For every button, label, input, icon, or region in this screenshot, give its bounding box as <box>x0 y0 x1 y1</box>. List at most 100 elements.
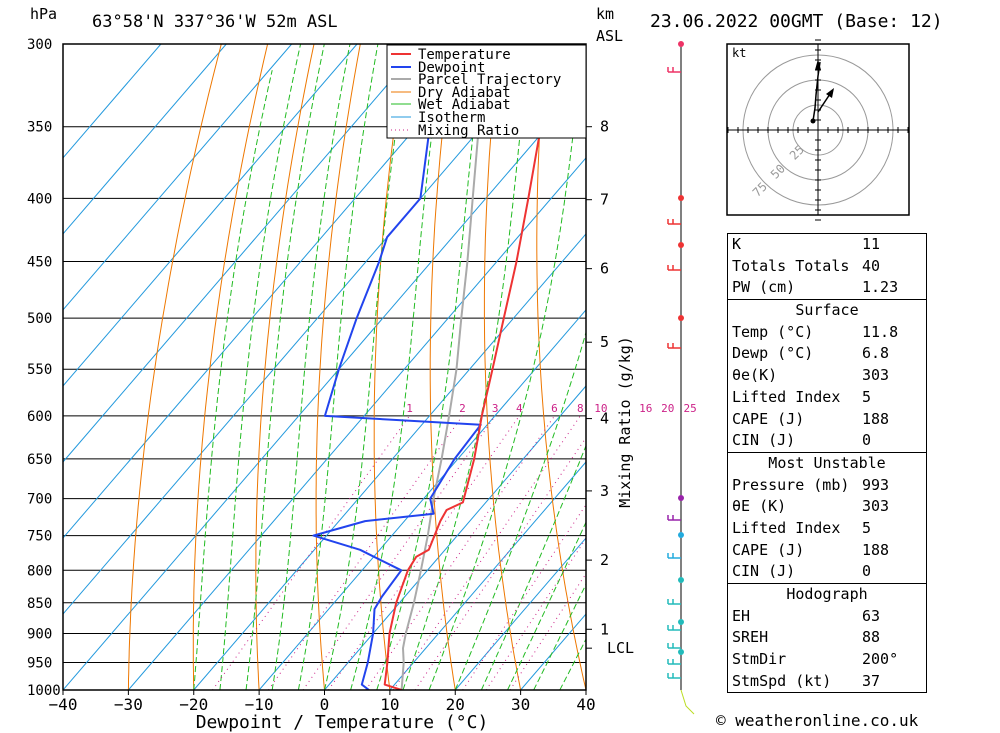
x-tick-label: −30 <box>114 695 143 714</box>
mixing-ratio-axis-title: Mixing Ratio (g/kg) <box>616 336 634 508</box>
x-tick-label: −20 <box>179 695 208 714</box>
surface-cin-row: CIN (J) 0 <box>728 430 926 452</box>
isotherm <box>63 44 162 159</box>
mu-pressure-row: Pressure (mb) 993 <box>728 475 926 497</box>
mixing-ratio-label-10: 10 <box>594 402 607 415</box>
mu-cin-label: CIN (J) <box>732 562 796 581</box>
pressure-tick-750: 750 <box>27 529 52 545</box>
dry-adiabat <box>483 44 522 690</box>
copyright[interactable]: © weatheronline.co.uk <box>716 711 919 730</box>
isotherm <box>258 309 586 690</box>
legend-wet-adiabat: Wet Adiabat <box>418 97 511 113</box>
mixing-ratio-label-2: 2 <box>459 402 466 415</box>
surface-dewp-label: Dewp (°C) <box>732 344 814 363</box>
mixing-ratio-label-8: 8 <box>577 402 584 415</box>
mu-cin-value: 0 <box>862 562 872 581</box>
hodograph: kt 25 50 75 <box>726 39 910 221</box>
surface-temp-label: Temp (°C) <box>732 322 814 341</box>
dry-adiabat <box>127 44 222 690</box>
x-tick-label: 0 <box>320 695 330 714</box>
isotherm <box>389 461 586 690</box>
mu-li-row: Lifted Index 5 <box>728 518 926 540</box>
wet-adiabat <box>533 583 586 690</box>
surface-cape-label: CAPE (J) <box>732 409 805 428</box>
dry-adiabat <box>917 44 1000 690</box>
mu-cape-row: CAPE (J) 188 <box>728 540 926 562</box>
mu-pressure-label: Pressure (mb) <box>732 475 850 494</box>
temperature-line <box>383 44 561 690</box>
pw-value: 1.23 <box>862 278 899 297</box>
isotherm <box>324 385 586 690</box>
eh-value: 63 <box>862 606 881 625</box>
surface-cape-value: 188 <box>862 409 890 428</box>
km-tick-8: 8 <box>600 118 609 136</box>
sreh-label: SREH <box>732 628 769 647</box>
dry-adiabat <box>637 44 717 690</box>
km-tick-4: 4 <box>600 410 609 428</box>
pressure-tick-300: 300 <box>27 37 52 53</box>
km-tick-6: 6 <box>600 260 609 278</box>
legend: Temperature Dewpoint Parcel Trajectory D… <box>386 44 587 139</box>
dry-adiabat <box>429 44 456 690</box>
isotherm <box>63 44 423 463</box>
pressure-tick-800: 800 <box>27 563 52 579</box>
indices-panel: K 11 Totals Totals 40 PW (cm) 1.23 Surface … <box>727 233 927 694</box>
mu-li-value: 5 <box>862 518 872 537</box>
surface-cin-value: 0 <box>862 431 872 450</box>
dry-adiabat <box>255 44 315 690</box>
wet-adiabat <box>297 44 379 690</box>
mu-pressure-value: 993 <box>862 475 890 494</box>
km-tick-7: 7 <box>600 191 609 209</box>
surface-li-label: Lifted Index <box>732 387 841 406</box>
mixing-ratio-label-4: 4 <box>516 402 523 415</box>
surface-temp-value: 11.8 <box>862 322 899 341</box>
sreh-row: SREH 88 <box>728 627 926 649</box>
eh-label: EH <box>732 606 751 625</box>
isotherm <box>63 44 227 235</box>
dry-adiabat <box>192 44 269 690</box>
stmspd-row: StmSpd (kt) 37 <box>728 671 926 693</box>
pressure-tick-500: 500 <box>27 311 52 327</box>
dry-adiabat <box>373 44 408 690</box>
isotherm <box>63 81 586 690</box>
mu-theta-label: θE (K) <box>732 497 787 516</box>
wet-adiabat <box>428 44 584 690</box>
surface-title: Surface <box>795 301 859 320</box>
sreh-value: 88 <box>862 628 881 647</box>
mu-cin-row: CIN (J) 0 <box>728 561 926 583</box>
pw-row: PW (cm) 1.23 <box>728 277 926 299</box>
isotherm <box>127 157 586 690</box>
stmdir-value: 200° <box>862 650 899 669</box>
legend-temperature: Temperature <box>418 47 511 63</box>
surface-temp-row: Temp (°C) 11.8 <box>728 322 926 344</box>
mixing-ratio-label-25: 25 <box>683 402 696 415</box>
stmspd-value: 37 <box>862 671 881 690</box>
hodograph-stats-title: Hodograph <box>786 585 868 603</box>
pressure-tick-850: 850 <box>27 596 52 612</box>
wet-adiabat <box>193 70 273 690</box>
surface-li-row: Lifted Index 5 <box>728 387 926 409</box>
surface-box: Surface Temp (°C) 11.8 Dewp (°C) 6.8 θe(K)… <box>727 300 927 453</box>
legend-mixing-ratio: Mixing Ratio <box>418 123 519 139</box>
x-tick-label: 10 <box>380 695 399 714</box>
mixing-ratio-label-1: 1 <box>406 402 413 415</box>
isotherm <box>454 537 586 690</box>
surface-theta-row: θe(K) 303 <box>728 365 926 387</box>
pressure-tick-650: 650 <box>27 452 52 468</box>
hodograph-unit: kt <box>732 46 746 60</box>
isotherm <box>63 44 489 539</box>
km-tick-2: 2 <box>600 551 609 569</box>
x-tick-label: −10 <box>245 695 274 714</box>
wet-adiabat <box>402 44 531 690</box>
wet-adiabat <box>324 44 410 690</box>
legend-dry-adiabat: Dry Adiabat <box>418 85 511 101</box>
surface-cin-label: CIN (J) <box>732 431 796 450</box>
x-axis-title: Dewpoint / Temperature (°C) <box>196 712 489 733</box>
x-tick-label: 40 <box>576 695 595 714</box>
wet-adiabat <box>245 44 325 690</box>
km-tick-5: 5 <box>600 333 609 351</box>
x-tick-label: 20 <box>446 695 465 714</box>
hodograph-stats-box: Hodograph EH 63 SREH 88 StmDir 200° StmSpd … <box>727 584 927 694</box>
totals-totals-value: 40 <box>862 256 881 275</box>
